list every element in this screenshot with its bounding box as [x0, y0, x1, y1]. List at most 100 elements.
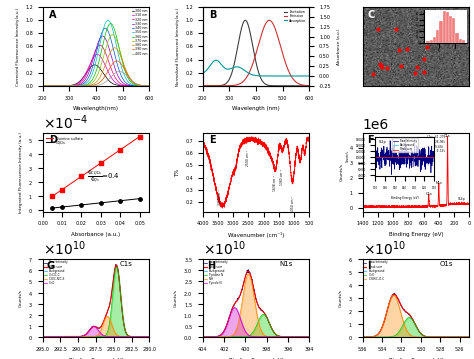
C-OH/C-O-C — [373, 334, 378, 338]
N-H — [267, 335, 273, 339]
Y-axis label: Counts/s: Counts/s — [18, 289, 23, 307]
Line: 340 nm: 340 nm — [43, 28, 155, 86]
Point — [420, 69, 428, 74]
Emission — [228, 83, 234, 88]
310 nm — [124, 84, 130, 88]
Background — [146, 334, 152, 339]
C=O — [373, 335, 378, 339]
N-H — [307, 335, 312, 339]
Raw Intensity — [438, 335, 443, 339]
C=C/C-C — [74, 334, 80, 339]
Background — [53, 334, 58, 339]
Pyrrole N — [267, 335, 273, 339]
C=O — [82, 333, 88, 337]
390 nm — [40, 84, 46, 88]
Background — [277, 335, 283, 339]
C=O — [360, 335, 365, 339]
C-O/C-N/C-S — [118, 334, 123, 339]
340 nm — [106, 31, 112, 35]
380 nm — [40, 84, 46, 88]
Y-axis label: Corrected Fluorescence Intensity(a.u.): Corrected Fluorescence Intensity(a.u.) — [16, 7, 19, 86]
Excitation — [219, 83, 225, 87]
340 nm — [102, 26, 108, 30]
N-H — [246, 272, 251, 276]
Absorption — [213, 58, 219, 62]
Line: 380 nm: 380 nm — [43, 48, 155, 86]
Text: H: H — [207, 261, 215, 271]
Peak sum — [307, 335, 312, 339]
Line: C=O: C=O — [43, 326, 149, 336]
Line: 350 nm: 350 nm — [43, 20, 155, 86]
C=O — [40, 334, 46, 339]
360 nm — [60, 84, 65, 88]
Raw Intensity — [402, 309, 408, 313]
C=C/C-C — [146, 334, 152, 339]
Point — [423, 45, 430, 50]
350 nm — [91, 69, 96, 73]
Text: 1380 cm⁻¹: 1380 cm⁻¹ — [281, 168, 284, 185]
Text: N1s: N1s — [279, 261, 293, 267]
Line: Pyrrole N: Pyrrole N — [203, 308, 310, 337]
C=C/C-C — [118, 292, 123, 296]
Point — [395, 47, 403, 53]
Text: C: C — [368, 10, 375, 19]
400 nm — [115, 70, 120, 74]
320 nm — [106, 60, 112, 64]
300 nm — [91, 63, 96, 67]
Emission — [266, 18, 272, 23]
400 nm — [91, 84, 96, 88]
Background — [360, 335, 365, 339]
Text: $\frac{\Phi_{CQDs}}{\Phi_{Qs}}$=0.4: $\frac{\Phi_{CQDs}}{\Phi_{Qs}}$=0.4 — [87, 168, 120, 185]
Raw Intensity — [278, 334, 283, 339]
X-axis label: Binding Energy (eV): Binding Energy (eV) — [389, 358, 443, 359]
Y-axis label: Counts/s: Counts/s — [174, 289, 178, 307]
C-OH/C-O-C — [395, 300, 401, 304]
350 nm — [124, 78, 130, 83]
390 nm — [69, 84, 74, 88]
Y-axis label: Absorbance (a.u.): Absorbance (a.u.) — [337, 28, 341, 65]
Line: 390 nm: 390 nm — [43, 61, 155, 86]
Y-axis label: Normalized Fluorescent Intensity(a.u.): Normalized Fluorescent Intensity(a.u.) — [175, 7, 180, 86]
Peak sum — [146, 334, 152, 339]
340 nm — [124, 81, 130, 86]
Absorption — [312, 74, 318, 78]
Raw Intensity — [235, 296, 240, 300]
360 nm — [91, 76, 96, 80]
Peak sum — [373, 334, 378, 338]
CQDs — [98, 201, 104, 205]
Point — [411, 70, 419, 76]
Pyridine N — [267, 323, 273, 327]
X-axis label: Wavenumber (cm⁻¹): Wavenumber (cm⁻¹) — [228, 232, 284, 238]
320 nm — [124, 83, 130, 88]
Raw Intensity — [75, 334, 81, 339]
C-O/C-N/C-S — [82, 334, 88, 339]
Raw Intensity — [213, 335, 219, 339]
Pyridine N — [307, 335, 312, 339]
X-axis label: Binding Energy (eV): Binding Energy (eV) — [389, 232, 443, 237]
Background — [466, 335, 472, 339]
Text: Si2p: Si2p — [458, 197, 465, 201]
Raw Intensity — [53, 335, 59, 339]
360 nm — [124, 74, 130, 78]
Quinine sulfate — [118, 148, 123, 152]
Point — [117, 147, 124, 153]
360 nm — [106, 23, 111, 27]
400 nm — [69, 84, 74, 88]
350 nm — [115, 49, 120, 53]
Point — [397, 63, 405, 69]
390 nm — [60, 84, 65, 88]
Quinine sulfate — [137, 134, 143, 139]
Line: 300 nm: 300 nm — [43, 65, 155, 86]
Raw Intensity — [113, 262, 119, 266]
Raw Intensity — [118, 294, 124, 299]
C-OH/C-O-C — [466, 335, 472, 339]
Peak sum — [463, 335, 469, 339]
Excitation — [242, 18, 248, 23]
360 nm — [115, 39, 120, 43]
370 nm — [106, 38, 111, 42]
Peak sum — [427, 335, 433, 339]
Excitation — [228, 72, 234, 76]
CQDs — [79, 203, 84, 207]
Text: O1s: O1s — [439, 261, 453, 267]
Background — [213, 335, 219, 339]
